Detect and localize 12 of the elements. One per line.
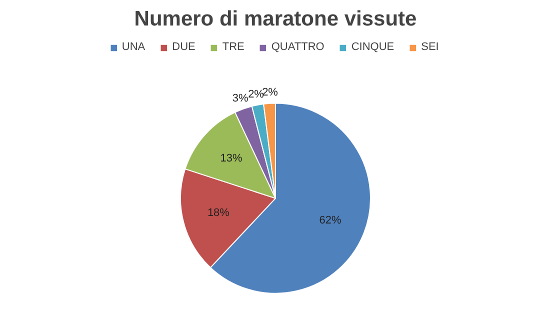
data-label: 2% [262, 86, 278, 99]
legend-label: CINQUE [351, 41, 394, 53]
data-label: 62% [319, 214, 342, 226]
data-label: 18% [207, 207, 230, 220]
legend-label: QUATTRO [271, 41, 324, 53]
data-label: 3% [232, 92, 248, 105]
legend-label: UNA [122, 41, 146, 53]
chart-title: Numero di maratone vissute [134, 8, 417, 30]
legend-label: DUE [172, 41, 196, 53]
legend-label: TRE [222, 41, 244, 53]
data-label: 13% [220, 152, 243, 165]
legend-label: SEI [421, 41, 440, 53]
